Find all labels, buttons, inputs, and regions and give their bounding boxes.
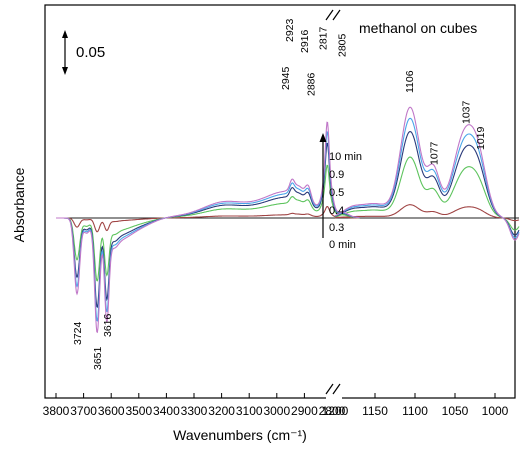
x-tick-3200-label: 3200 <box>208 404 235 418</box>
time-label-10-min: 10 min <box>329 151 362 163</box>
x-axis-title: Wavenumbers (cm⁻¹) <box>173 427 307 443</box>
peak-label-1106: 1106 <box>404 70 416 93</box>
peak-label-1019: 1019 <box>475 126 487 150</box>
x-tick-1050-label: 1050 <box>442 404 469 418</box>
time-legend: 10 min 0.9 0.5 0.4 0.3 0 min <box>319 133 362 251</box>
axis-break-top <box>325 9 342 21</box>
peak-annotations: 2923 2916 2945 2886 2817 2805 1106 1077 10371019… <box>72 18 487 370</box>
x-tick-3000-label: 3000 <box>263 404 290 418</box>
x-tick-1000-label: 1000 <box>482 404 509 418</box>
x-tick-3300-label: 3300 <box>181 404 208 418</box>
peak-label-2923: 2923 <box>284 18 296 42</box>
peak-label-3651: 3651 <box>92 346 104 370</box>
time-arrow-head <box>319 133 327 142</box>
x-tick-2800-label: 2800 <box>319 404 346 418</box>
series-line-10-min-left <box>56 121 360 334</box>
chart-title: methanol on cubes <box>359 20 477 36</box>
time-label-0-3: 0.3 <box>329 222 344 234</box>
plot-frame <box>44 4 516 399</box>
x-tick-3600-label: 3600 <box>98 404 125 418</box>
series-line-0-9-right <box>334 117 520 239</box>
series-line-0-5-right <box>334 131 520 236</box>
x-tick-2900-label: 2900 <box>291 404 318 418</box>
x-tick-3500-label: 3500 <box>125 404 152 418</box>
peak-label-2817: 2817 <box>317 26 329 50</box>
series-line-0-5-left <box>56 142 360 309</box>
peak-label-1077: 1077 <box>428 141 440 165</box>
x-tick-3400-label: 3400 <box>153 404 180 418</box>
x-tick-3800-label: 3800 <box>43 404 70 418</box>
peak-label-1037: 1037 <box>460 100 472 124</box>
axis-break-bottom <box>325 383 342 399</box>
series-line-0-3-left <box>56 205 360 233</box>
peak-label-2916: 2916 <box>299 29 311 53</box>
spectra-curves <box>56 106 520 334</box>
peak-label-3724: 3724 <box>72 321 84 345</box>
peak-label-2805: 2805 <box>337 33 349 57</box>
peak-label-3616: 3616 <box>102 313 114 337</box>
scale-bar: 0.05 <box>62 30 105 75</box>
series-line-0-3-right <box>335 204 520 222</box>
time-label-0-9: 0.9 <box>329 169 344 181</box>
x-axis-ticks: 3800 3700 3600 3500 3400 3300 3200 3100 3000 2900… <box>43 393 509 418</box>
time-label-0-min: 0 min <box>329 239 356 251</box>
time-label-0-5: 0.5 <box>329 187 344 199</box>
scale-bar-label: 0.05 <box>76 44 105 61</box>
x-tick-3100-label: 3100 <box>236 404 263 418</box>
series-line-0-4-left <box>56 164 360 282</box>
series-line-0-4-right <box>334 156 520 231</box>
series-line-10-min-right <box>334 106 520 241</box>
x-tick-3700-label: 3700 <box>70 404 97 418</box>
peak-label-2945: 2945 <box>280 66 292 90</box>
y-axis-title: Absorbance <box>11 167 27 242</box>
peak-label-2886: 2886 <box>305 72 317 96</box>
series-line-0-9-left <box>56 131 360 322</box>
x-tick-1100-label: 1100 <box>402 404 428 418</box>
time-label-0-4: 0.4 <box>329 205 344 217</box>
x-tick-1150-label: 1150 <box>362 404 388 418</box>
x-tick-1200-label: 1200 <box>322 404 349 418</box>
